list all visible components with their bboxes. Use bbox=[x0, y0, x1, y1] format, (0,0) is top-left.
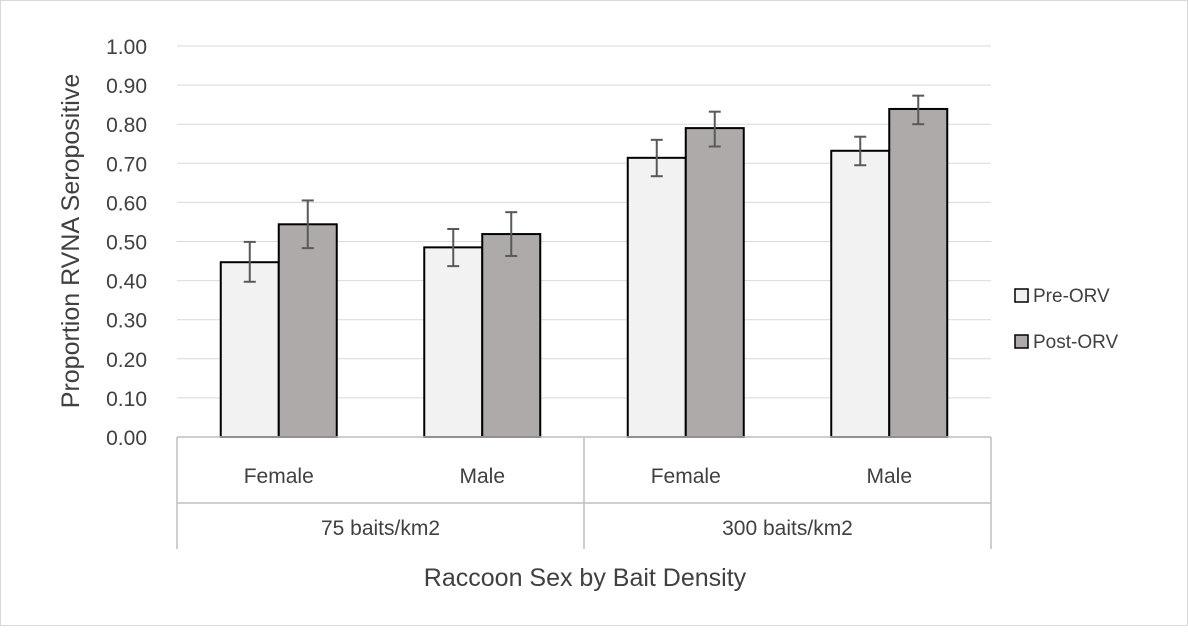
bar-post-orv-3 bbox=[888, 107, 949, 439]
y-tick-label: 1.00 bbox=[106, 36, 147, 59]
legend-swatch-pre-orv bbox=[1014, 288, 1029, 303]
bars bbox=[219, 107, 949, 439]
y-axis-label: Proportion RVNA Seropositive bbox=[57, 74, 85, 408]
bar-pre-orv-3 bbox=[830, 149, 891, 438]
legend: Pre-ORV Post-ORV bbox=[1014, 286, 1119, 353]
bar-post-orv-2 bbox=[684, 127, 745, 439]
x-tick-label: Male bbox=[459, 465, 505, 488]
y-tick-label: 0.90 bbox=[106, 75, 147, 98]
legend-swatch-post-orv bbox=[1014, 334, 1029, 349]
group-label: 300 baits/km2 bbox=[722, 517, 853, 540]
bar-post-orv-0 bbox=[277, 223, 338, 438]
y-tick-label: 0.40 bbox=[106, 271, 147, 294]
axes: 0.00 0.10 0.20 0.30 0.40 0.50 0.60 0.70 0.80 0.90… bbox=[106, 36, 992, 549]
x-tick-label: Female bbox=[244, 465, 314, 488]
y-tick-label: 0.30 bbox=[106, 310, 147, 333]
bar-post-orv-1 bbox=[481, 233, 542, 438]
error-bars bbox=[243, 94, 925, 283]
y-tick-label: 0.60 bbox=[106, 192, 147, 215]
x-tick-label: Female bbox=[651, 465, 721, 488]
bar-pre-orv-0 bbox=[219, 261, 280, 438]
bar-pre-orv-2 bbox=[626, 156, 687, 439]
y-tick-label: 0.70 bbox=[106, 153, 147, 176]
bar-pre-orv-1 bbox=[423, 246, 484, 438]
legend-label: Post-ORV bbox=[1033, 332, 1119, 353]
y-tick-label: 0.80 bbox=[106, 114, 147, 137]
y-tick-label: 0.50 bbox=[106, 232, 147, 255]
group-label: 75 baits/km2 bbox=[321, 517, 440, 540]
legend-label: Pre-ORV bbox=[1033, 286, 1110, 307]
y-tick-label: 0.20 bbox=[106, 349, 147, 372]
x-axis-label: Raccoon Sex by Bait Density bbox=[424, 564, 747, 592]
x-tick-label: Male bbox=[866, 465, 912, 488]
y-tick-label: 0.00 bbox=[106, 427, 147, 450]
y-tick-label: 0.10 bbox=[106, 388, 147, 411]
